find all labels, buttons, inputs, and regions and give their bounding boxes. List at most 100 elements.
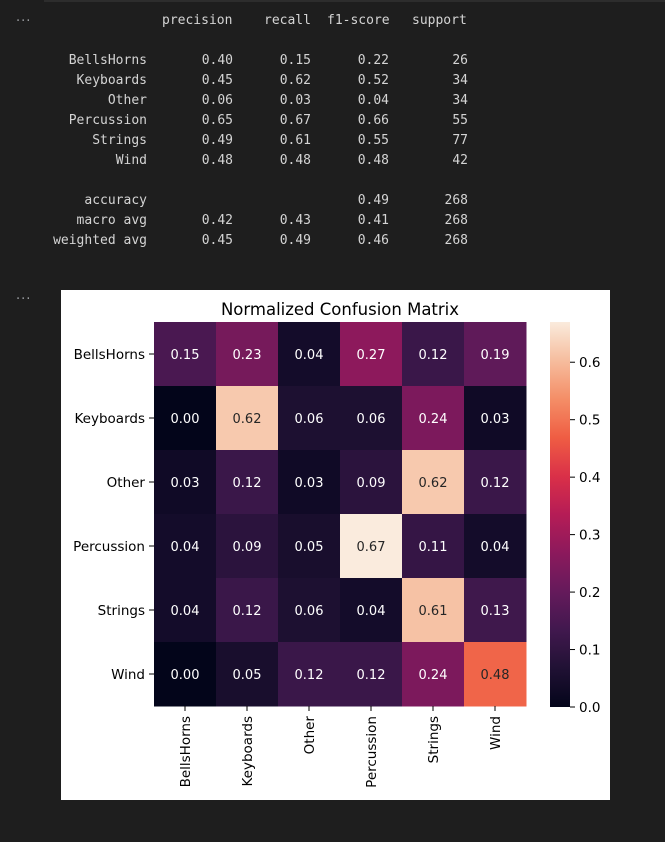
report-recall: 0.67 — [279, 113, 311, 128]
report-f1: 0.55 — [357, 133, 389, 148]
heatmap-cell — [216, 578, 279, 643]
colorbar-tick-label: 0.6 — [579, 355, 600, 371]
heatmap-cell — [216, 642, 279, 707]
heatmap-cell — [154, 322, 217, 387]
report-f1: 0.22 — [357, 53, 389, 68]
y-tick-label: Strings — [98, 603, 145, 619]
heatmap-cell-label: 0.03 — [171, 476, 200, 491]
heatmap-cell — [278, 514, 341, 579]
heatmap-cell-label: 0.62 — [419, 476, 448, 491]
report-precision: 0.65 — [201, 113, 233, 128]
y-tick-label: Percussion — [73, 539, 145, 555]
y-tick-label: Wind — [111, 667, 145, 683]
report-summary-f1: 0.46 — [357, 233, 389, 248]
heatmap-cell — [402, 450, 465, 515]
heatmap-cell-label: 0.12 — [233, 604, 262, 619]
cell-divider — [44, 0, 665, 2]
heatmap-cell-label: 0.12 — [233, 476, 262, 491]
heatmap-cell — [278, 386, 341, 451]
heatmap-cell — [402, 386, 465, 451]
heatmap-cell — [278, 642, 341, 707]
colorbar-tick-label: 0.0 — [579, 700, 600, 716]
report-header-recall: recall — [264, 13, 311, 28]
report-recall: 0.48 — [279, 153, 311, 168]
y-tick-label: Keyboards — [75, 411, 146, 427]
cell-2-more-icon[interactable]: ... — [16, 288, 32, 303]
report-support: 26 — [452, 53, 468, 68]
heatmap-cell-label: 0.00 — [171, 412, 200, 427]
heatmap-cell-label: 0.19 — [481, 348, 510, 363]
x-tick-label: Strings — [426, 716, 442, 763]
heatmap-cell — [340, 386, 403, 451]
heatmap-cell-label: 0.61 — [419, 604, 448, 619]
report-precision: 0.45 — [201, 73, 233, 88]
report-summary-precision: 0.42 — [201, 213, 233, 228]
report-summary-f1: 0.41 — [357, 213, 389, 228]
report-support: 77 — [452, 133, 468, 148]
heatmap-cell-label: 0.09 — [233, 540, 262, 555]
heatmap-cell — [402, 322, 465, 387]
report-recall: 0.61 — [279, 133, 311, 148]
x-tick-label: Keyboards — [240, 716, 256, 787]
heatmap-cell-label: 0.24 — [419, 412, 448, 427]
heatmap-cell-label: 0.09 — [357, 476, 386, 491]
colorbar — [550, 322, 570, 707]
heatmap-cell — [278, 578, 341, 643]
heatmap-cell-label: 0.04 — [481, 540, 510, 555]
report-recall: 0.62 — [279, 73, 311, 88]
report-f1: 0.04 — [357, 93, 389, 108]
chart-title: Normalized Confusion Matrix — [221, 300, 459, 319]
heatmap-cell-label: 0.27 — [357, 348, 386, 363]
report-f1: 0.66 — [357, 113, 389, 128]
report-support: 55 — [452, 113, 468, 128]
heatmap-cell-label: 0.04 — [171, 540, 200, 555]
heatmap-cell — [340, 450, 403, 515]
report-summary-label: macro avg — [76, 213, 147, 228]
heatmap-cell-label: 0.06 — [357, 412, 386, 427]
heatmap-cell-label: 0.05 — [233, 668, 262, 683]
y-tick-label: BellsHorns — [74, 347, 145, 363]
heatmap-cell-label: 0.62 — [233, 412, 262, 427]
heatmap-cell-label: 0.05 — [295, 540, 324, 555]
heatmap-cell — [340, 578, 403, 643]
report-summary-label: weighted avg — [53, 233, 147, 248]
heatmap-cell — [278, 450, 341, 515]
heatmap-cell — [464, 450, 527, 515]
heatmap-cell-label: 0.12 — [481, 476, 510, 491]
heatmap-cell — [464, 514, 527, 579]
colorbar-tick-label: 0.4 — [579, 470, 600, 486]
heatmap-cell-label: 0.13 — [481, 604, 510, 619]
x-tick-label: Wind — [488, 716, 504, 750]
report-f1: 0.52 — [357, 73, 389, 88]
report-recall: 0.15 — [279, 53, 311, 68]
x-tick-label: Other — [302, 716, 318, 755]
report-summary-recall: 0.49 — [279, 233, 311, 248]
report-label: BellsHorns — [68, 53, 147, 68]
heatmap-cell — [340, 322, 403, 387]
heatmap-cell — [154, 450, 217, 515]
cell-1-more-icon[interactable]: ... — [16, 10, 32, 25]
heatmap-cell-label: 0.03 — [295, 476, 324, 491]
confusion-matrix-figure: Normalized Confusion Matrix 0.15 0.23 0.04… — [61, 290, 610, 800]
report-summary-support: 268 — [444, 233, 468, 248]
report-support: 42 — [452, 153, 468, 168]
colorbar-tick-label: 0.1 — [579, 643, 600, 659]
report-precision: 0.48 — [201, 153, 233, 168]
colorbar-tick-label: 0.2 — [579, 585, 600, 601]
heatmap-cell — [154, 578, 217, 643]
report-label: Wind — [115, 153, 147, 168]
heatmap-cell-label: 0.12 — [295, 668, 324, 683]
report-precision: 0.40 — [201, 53, 233, 68]
report-summary-support: 268 — [444, 213, 468, 228]
report-support: 34 — [452, 93, 468, 108]
heatmap-cell-label: 0.48 — [481, 668, 510, 683]
report-f1: 0.48 — [357, 153, 389, 168]
report-label: Strings — [92, 133, 147, 148]
report-header-support: support — [412, 13, 467, 28]
heatmap-cell-label: 0.04 — [171, 604, 200, 619]
colorbar-tick-label: 0.3 — [579, 528, 600, 544]
report-summary-label: accuracy — [84, 193, 147, 208]
heatmap-cell — [216, 450, 279, 515]
y-tick-label: Other — [107, 475, 146, 491]
heatmap-cell-label: 0.24 — [419, 668, 448, 683]
